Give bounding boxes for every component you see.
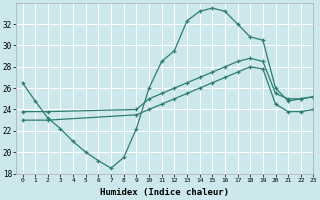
X-axis label: Humidex (Indice chaleur): Humidex (Indice chaleur)	[100, 188, 229, 197]
